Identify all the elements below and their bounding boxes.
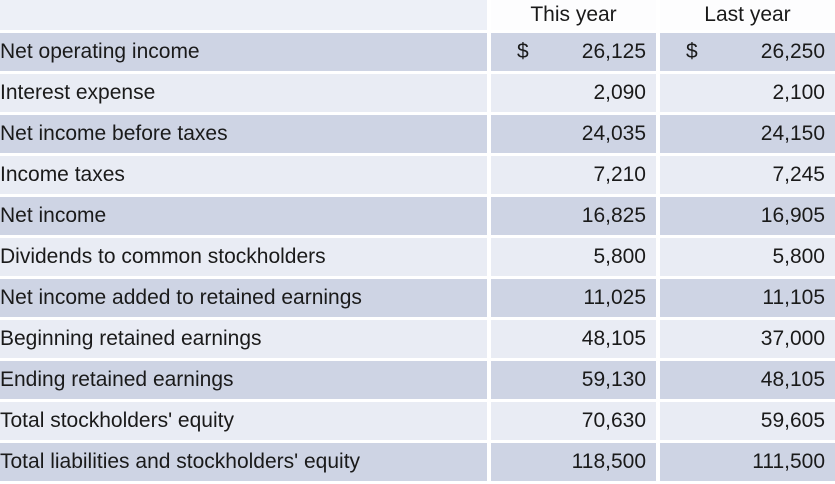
last-year-value: 111,500: [752, 450, 825, 473]
this-year-cell: $ 26,125: [491, 33, 660, 74]
last-year-value: 26,250: [760, 40, 825, 63]
last-year-cell: 7,245: [660, 156, 835, 197]
this-year-value: 11,025: [583, 286, 646, 309]
this-year-cell: 16,825: [491, 197, 660, 238]
this-year-cell: 70,630: [491, 402, 660, 443]
last-year-value: 24,150: [760, 122, 825, 145]
this-year-cell: 7,210: [491, 156, 660, 197]
table-row: Net income before taxes 24,035 24,150: [0, 115, 835, 156]
row-label: Net operating income: [0, 33, 491, 74]
this-year-value: 118,500: [571, 450, 646, 473]
table-row: Net operating income $ 26,125 $ 26,250: [0, 33, 835, 74]
this-year-cell: 2,090: [491, 74, 660, 115]
this-year-value: 70,630: [581, 409, 646, 432]
this-year-cell: 59,130: [491, 361, 660, 402]
row-label: Beginning retained earnings: [0, 320, 491, 361]
row-label: Net income: [0, 197, 491, 238]
table-row: Income taxes 7,210 7,245: [0, 156, 835, 197]
last-year-value: 16,905: [760, 204, 825, 227]
currency-symbol: $: [517, 40, 529, 63]
table-row: Net income 16,825 16,905: [0, 197, 835, 238]
row-label: Total stockholders' equity: [0, 402, 491, 443]
table-row: Total liabilities and stockholders' equi…: [0, 443, 835, 484]
header-this-year: This year: [491, 0, 660, 33]
row-label: Interest expense: [0, 74, 491, 115]
header-last-year: Last year: [660, 0, 835, 33]
this-year-value: 48,105: [581, 327, 646, 350]
last-year-cell: 37,000: [660, 320, 835, 361]
table-row: Dividends to common stockholders 5,800 5…: [0, 238, 835, 279]
this-year-value: 7,210: [593, 163, 646, 186]
last-year-value: 2,100: [772, 81, 825, 104]
this-year-cell: 48,105: [491, 320, 660, 361]
last-year-value: 59,605: [760, 409, 825, 432]
this-year-value: 2,090: [593, 81, 646, 104]
this-year-cell: 24,035: [491, 115, 660, 156]
last-year-cell: 111,500: [660, 443, 835, 484]
last-year-cell: 11,105: [660, 279, 835, 320]
last-year-cell: $ 26,250: [660, 33, 835, 74]
this-year-value: 26,125: [581, 40, 646, 63]
table-row: Net income added to retained earnings 11…: [0, 279, 835, 320]
last-year-cell: 2,100: [660, 74, 835, 115]
this-year-value: 24,035: [581, 122, 646, 145]
last-year-cell: 16,905: [660, 197, 835, 238]
row-label: Net income added to retained earnings: [0, 279, 491, 320]
currency-symbol: $: [686, 40, 698, 63]
last-year-cell: 59,605: [660, 402, 835, 443]
this-year-cell: 118,500: [491, 443, 660, 484]
last-year-cell: 24,150: [660, 115, 835, 156]
last-year-value: 48,105: [760, 368, 825, 391]
this-year-value: 16,825: [581, 204, 646, 227]
table-row: Ending retained earnings 59,130 48,105: [0, 361, 835, 402]
header-empty-cell: [0, 0, 491, 33]
last-year-value: 5,800: [772, 245, 825, 268]
this-year-value: 59,130: [581, 368, 646, 391]
row-label: Income taxes: [0, 156, 491, 197]
table-row: Beginning retained earnings 48,105 37,00…: [0, 320, 835, 361]
header-row: This year Last year: [0, 0, 835, 33]
row-label: Dividends to common stockholders: [0, 238, 491, 279]
table-row: Total stockholders' equity 70,630 59,605: [0, 402, 835, 443]
row-label: Ending retained earnings: [0, 361, 491, 402]
last-year-value: 7,245: [772, 163, 825, 186]
row-label: Total liabilities and stockholders' equi…: [0, 443, 491, 484]
table-body: Net operating income $ 26,125 $ 26,250 I…: [0, 33, 835, 484]
this-year-cell: 11,025: [491, 279, 660, 320]
last-year-value: 37,000: [760, 327, 825, 350]
table-row: Interest expense 2,090 2,100: [0, 74, 835, 115]
this-year-value: 5,800: [593, 245, 646, 268]
last-year-cell: 5,800: [660, 238, 835, 279]
row-label: Net income before taxes: [0, 115, 491, 156]
last-year-value: 11,105: [762, 286, 825, 309]
this-year-cell: 5,800: [491, 238, 660, 279]
last-year-cell: 48,105: [660, 361, 835, 402]
